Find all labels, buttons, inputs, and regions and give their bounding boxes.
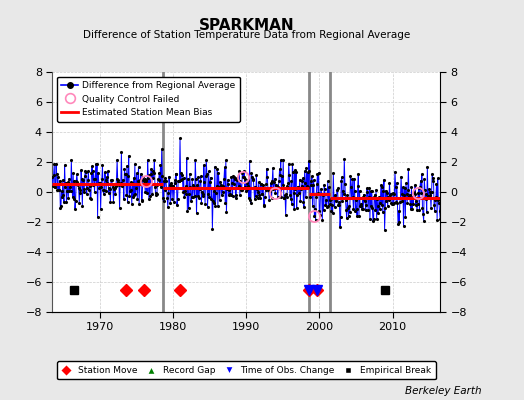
Text: Difference of Station Temperature Data from Regional Average: Difference of Station Temperature Data f… [83, 30, 410, 40]
Text: Berkeley Earth: Berkeley Earth [406, 386, 482, 396]
Text: SPARKMAN: SPARKMAN [199, 18, 294, 33]
Legend: Station Move, Record Gap, Time of Obs. Change, Empirical Break: Station Move, Record Gap, Time of Obs. C… [57, 362, 435, 380]
